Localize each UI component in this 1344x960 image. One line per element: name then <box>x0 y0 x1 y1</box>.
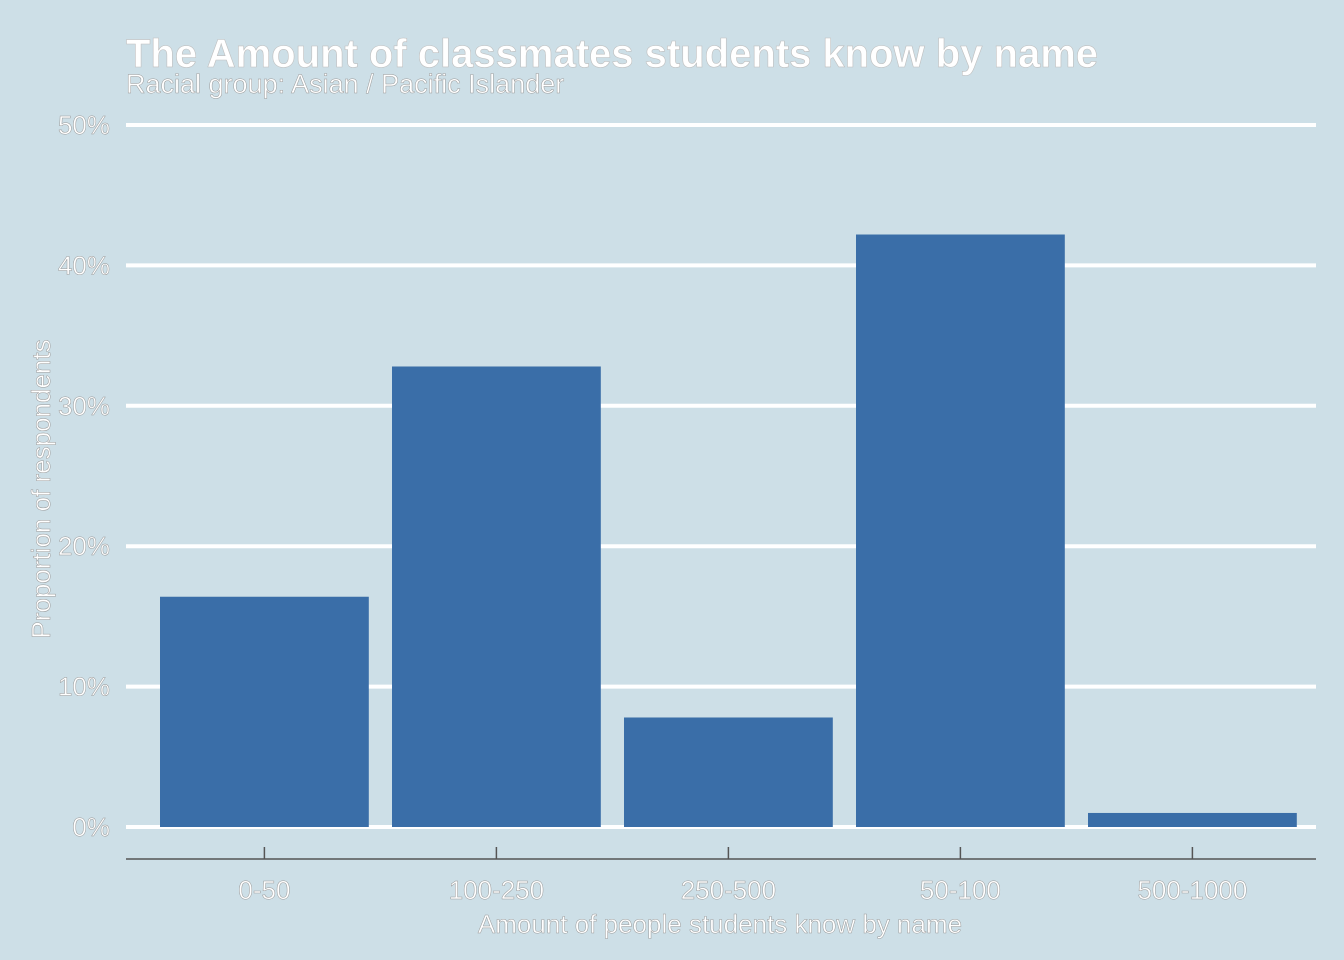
x-axis <box>126 847 1316 860</box>
x-axis-tick-labels: 0-50 100-250 250-500 50-100 500-1000 <box>238 875 1247 906</box>
x-axis-title: Amount of people students know by name <box>478 909 962 939</box>
y-tick-label: 20% <box>58 531 110 561</box>
y-tick-label: 50% <box>58 110 110 140</box>
x-tick-label: 50-100 <box>920 875 1001 905</box>
x-tick-label: 500-1000 <box>1137 875 1247 905</box>
bar-500-1000 <box>1088 812 1297 827</box>
y-axis-title: Proportion of respondents <box>26 339 56 638</box>
y-tick-label: 30% <box>58 391 110 421</box>
y-tick-label: 0% <box>72 812 110 842</box>
bar-50-100 <box>856 234 1065 828</box>
chart-title: The Amount of classmates students know b… <box>126 32 1098 76</box>
bar-250-500 <box>624 717 833 827</box>
bars <box>160 234 1297 828</box>
chart-subtitle: Racial group: Asian / Pacific Islander <box>126 69 564 99</box>
x-tick-label: 100-250 <box>449 875 544 905</box>
y-tick-label: 40% <box>58 250 110 280</box>
y-tick-label: 10% <box>58 672 110 702</box>
bar-0-50 <box>160 596 369 827</box>
y-axis-tick-labels: 0% 10% 20% 30% 40% 50% <box>58 110 111 843</box>
x-tick-label: 250-500 <box>681 875 776 905</box>
bar-100-250 <box>392 366 601 827</box>
x-tick-label: 0-50 <box>238 875 290 905</box>
